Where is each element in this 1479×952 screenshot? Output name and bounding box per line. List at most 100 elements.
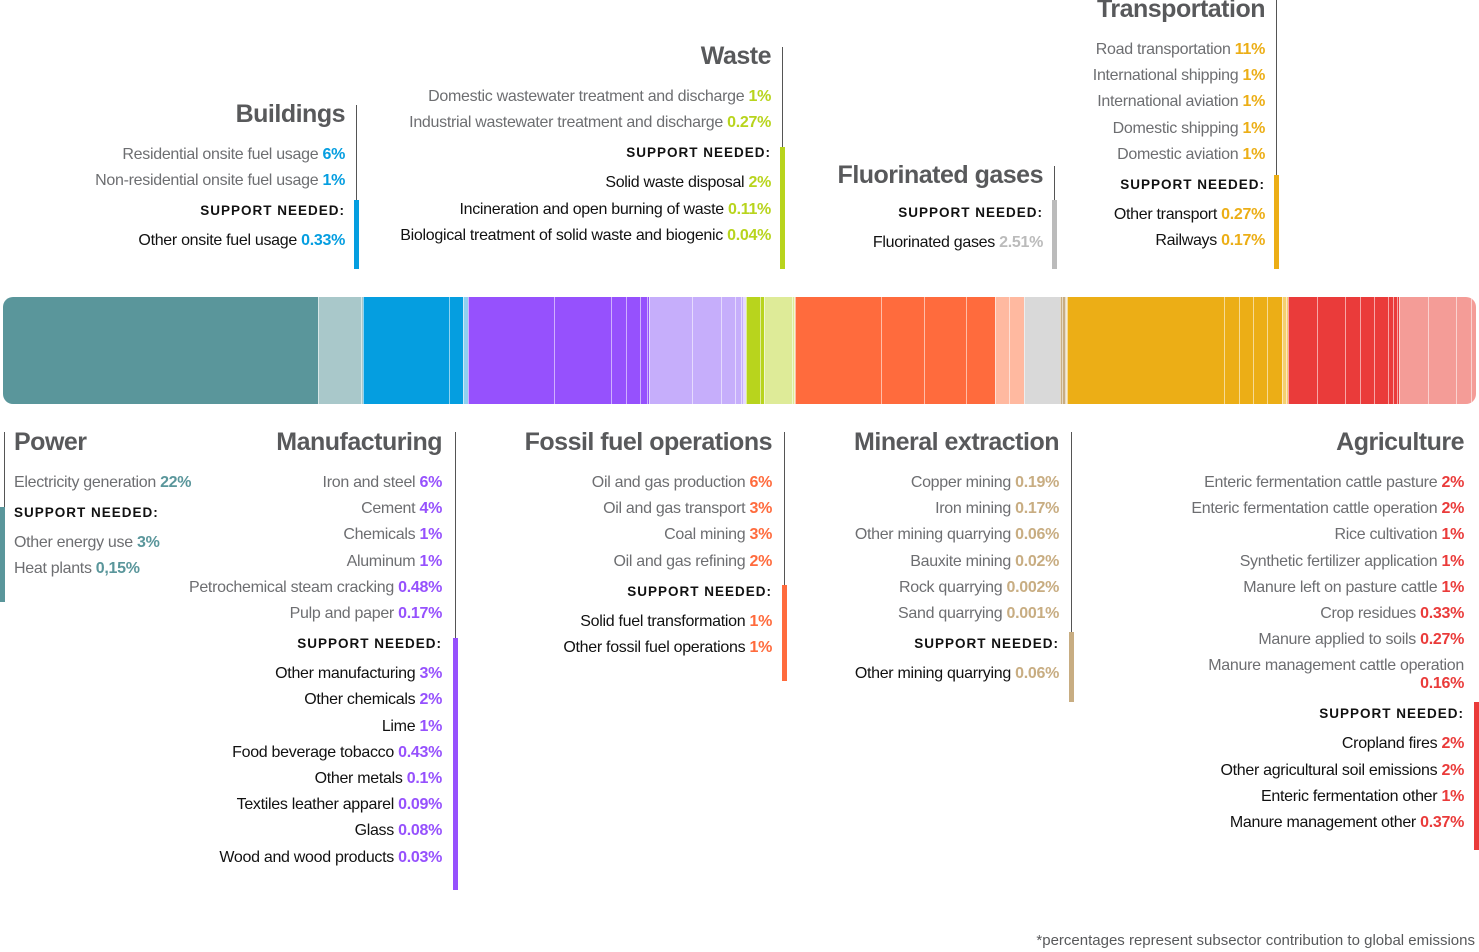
bar-segment — [1345, 297, 1360, 404]
subsector-name: Iron and steel — [322, 474, 416, 491]
subsector-item: Chemicals 1% — [189, 522, 442, 548]
bar-segment — [995, 297, 1010, 404]
subsector-value: 0.37% — [1420, 814, 1464, 832]
support-item: Other mining quarrying 0.06% — [854, 661, 1059, 687]
fluorinated-accent — [1052, 200, 1057, 269]
support-item: Cropland fires 2% — [1164, 731, 1464, 757]
subsector-name: Residential onsite fuel usage — [122, 146, 319, 163]
bar-segment — [1316, 297, 1346, 404]
subsector-value: 0.002% — [1006, 578, 1060, 596]
bar-segment — [923, 297, 967, 404]
subsector-value: 0.06% — [1015, 665, 1059, 683]
bar-segment — [1064, 297, 1066, 404]
bar-segment — [744, 297, 746, 404]
subsector-name: Manure management cattle operation — [1208, 657, 1464, 675]
subsector-item: Iron and steel 6% — [189, 470, 443, 496]
subsector-item: Residential onsite fuel usage 6% — [95, 142, 345, 168]
subsector-name: Petrochemical steam cracking — [188, 578, 394, 596]
support-item: Other transport 0.27% — [1093, 202, 1265, 228]
manufacturing-divider — [455, 432, 456, 638]
mineral-accent — [1069, 632, 1074, 702]
bar-segment — [449, 297, 464, 404]
subsector-value: 1% — [419, 526, 442, 544]
subsector-item: Cement 4% — [189, 496, 442, 522]
sector-transportation: Transportation Road transportation 11% In… — [1093, 0, 1266, 254]
bar-segment — [1285, 297, 1288, 404]
bar-segment — [880, 297, 924, 404]
subsector-name: Pulp and paper — [289, 605, 395, 623]
subsector-value: 6% — [419, 474, 442, 491]
sector-title: Fluorinated gases — [837, 161, 1044, 189]
sector-manufacturing: Manufacturing Iron and steel 6% Cement 4%… — [189, 427, 443, 871]
subsector-name: Aluminum — [346, 552, 416, 570]
bar-segment — [1392, 297, 1397, 404]
subsector-item: Manure applied to soils 0.27% — [1164, 627, 1464, 653]
subsector-name: Sand quarrying — [898, 605, 1003, 623]
subsector-name: Rock quarrying — [898, 578, 1003, 596]
subsector-name: Manure left on pasture cattle — [1243, 578, 1438, 596]
subsector-name: Incineration and open burning of waste — [459, 200, 724, 218]
bar-segment — [363, 297, 450, 404]
subsector-value: 1% — [322, 172, 345, 190]
subsector-item: International shipping 1% — [1093, 63, 1265, 89]
bar-segment — [720, 297, 736, 404]
subsector-value: 2% — [1441, 474, 1464, 491]
subsector-item: Oil and gas refining 2% — [525, 549, 772, 575]
bar-segment — [1059, 297, 1063, 404]
subsector-name: Wood and wood products — [219, 848, 394, 866]
sector-buildings: Buildings Residential onsite fuel usage … — [95, 99, 345, 255]
mineral-divider — [1071, 432, 1072, 632]
subsector-name: Electricity generation — [14, 474, 156, 491]
bar-segment — [1373, 297, 1389, 404]
subsector-name: Rice cultivation — [1334, 526, 1438, 544]
subsector-value: 0.17% — [398, 605, 442, 623]
fossil-accent — [782, 585, 787, 681]
bar-segment — [1066, 297, 1225, 404]
subsector-name: Solid fuel transformation — [580, 612, 746, 630]
subsector-value: 2% — [748, 174, 771, 192]
subsector-item: Rock quarrying 0.002% — [854, 575, 1059, 601]
support-item: Other chemicals 2% — [189, 687, 442, 713]
power-accent — [0, 507, 5, 602]
subsector-value: 1% — [1242, 93, 1265, 111]
bar-segment — [1009, 297, 1024, 404]
bar-segment — [794, 297, 796, 404]
support-list: Cropland fires 2% Other agricultural soil… — [1164, 731, 1464, 836]
support-label: SUPPORT NEEDED: — [898, 205, 1043, 220]
subsector-name: Other mining quarrying — [854, 665, 1011, 683]
subsector-item: Domestic shipping 1% — [1093, 116, 1266, 142]
subsector-value: 3% — [136, 534, 160, 552]
subsector-item: Rice cultivation 1% — [1164, 522, 1465, 548]
subsector-name: Other mining quarrying — [854, 526, 1011, 544]
support-label: SUPPORT NEEDED: — [914, 636, 1059, 652]
subsector-name: Coal mining — [664, 526, 746, 544]
bar-segment — [463, 297, 469, 404]
subsector-name: Enteric fermentation cattle operation — [1191, 500, 1438, 518]
subsector-value: 3% — [419, 665, 442, 683]
subsector-value: 2% — [1441, 500, 1464, 518]
subsector-item: Copper mining 0.19% — [854, 470, 1059, 496]
support-list: Other mining quarrying 0.06% — [854, 661, 1059, 687]
support-label: SUPPORT NEEDED: — [200, 203, 345, 219]
support-item: Food beverage tobacco 0.43% — [189, 740, 442, 766]
item-list: Iron and steel 6% Cement 4% Chemicals 1% Al… — [189, 470, 442, 627]
subsector-value: 0.03% — [398, 848, 442, 866]
subsector-name: Other energy use — [14, 534, 133, 552]
subsector-value: 0.11% — [728, 200, 771, 218]
subsector-value: 0.19% — [1015, 474, 1059, 491]
support-item: Railways 0.17% — [1093, 228, 1265, 254]
subsector-value: 3% — [749, 526, 772, 544]
bar-segment — [3, 297, 319, 404]
subsector-item: Coal mining 3% — [525, 522, 772, 548]
subsector-value: 0.43% — [398, 743, 442, 761]
sector-fluorinated-gases: Fluorinated gases SUPPORT NEEDED: Fluori… — [837, 160, 1044, 256]
support-list: Other onsite fuel usage 0.33% — [95, 228, 345, 254]
support-item: Incineration and open burning of waste 0… — [400, 197, 771, 223]
subsector-name: Synthetic fertilizer application — [1239, 552, 1438, 570]
item-list: Road transportation 11% International shi… — [1093, 37, 1266, 168]
bar-segment — [1267, 297, 1282, 404]
subsector-item: Oil and gas production 6% — [525, 470, 772, 496]
support-item: Biological treatment of solid waste and … — [400, 223, 771, 249]
subsector-item: Bauxite mining 0.02% — [854, 549, 1059, 575]
sector-agriculture: Agriculture Enteric fermentation cattle … — [1164, 427, 1464, 836]
